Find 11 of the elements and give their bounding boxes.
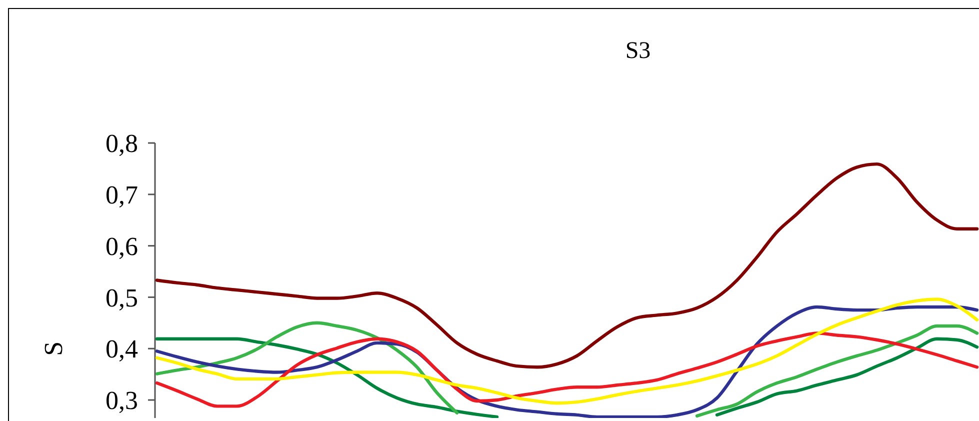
y-axis-title: S	[39, 341, 68, 356]
y-tick-label: 0,8	[106, 129, 138, 158]
y-tick-label: 0,4	[106, 334, 138, 364]
y-tick-label: 0,7	[106, 180, 138, 210]
line-series	[155, 332, 979, 408]
line-series	[155, 298, 979, 405]
chart-title: S3	[625, 38, 651, 64]
y-tick-label: 0,6	[106, 232, 138, 261]
line-series	[155, 162, 979, 369]
y-tick-label: 0,5	[106, 283, 138, 312]
y-tick-label: 0,3	[106, 386, 138, 416]
